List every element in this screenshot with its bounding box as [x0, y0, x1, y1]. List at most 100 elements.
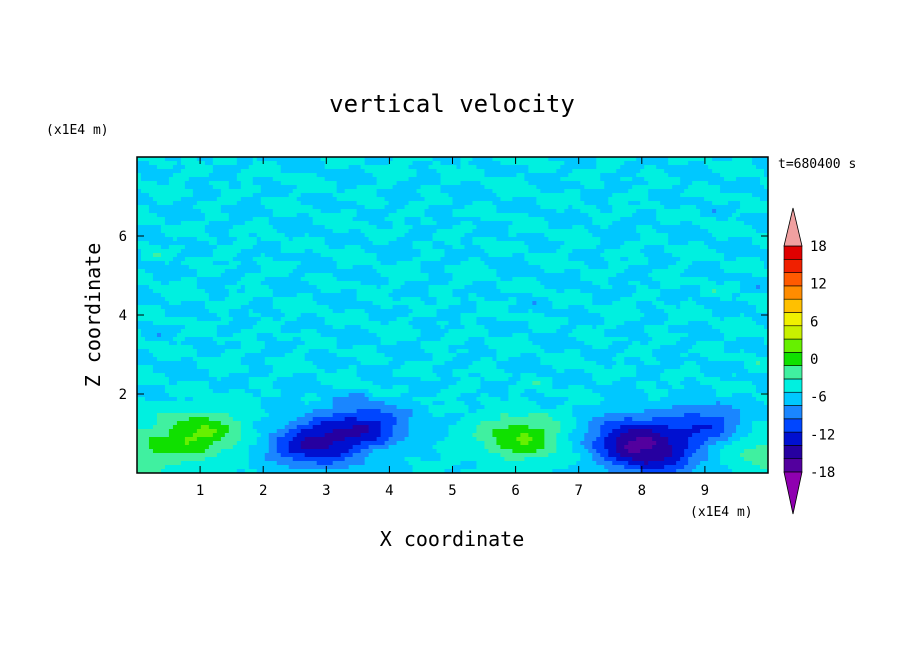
field-cell	[708, 241, 713, 246]
field-cell	[692, 157, 697, 162]
field-cell	[656, 165, 661, 170]
field-cell	[604, 225, 609, 230]
field-cell	[572, 181, 577, 186]
field-cell	[256, 269, 262, 274]
field-cell	[308, 185, 314, 190]
field-cell	[456, 241, 462, 246]
field-cell	[140, 245, 146, 250]
field-cell	[464, 221, 470, 226]
field-cell	[732, 189, 737, 194]
field-cell	[688, 249, 693, 254]
field-cell	[196, 197, 202, 202]
field-cell	[168, 217, 174, 222]
field-cell	[728, 165, 733, 170]
field-cell	[192, 197, 198, 202]
field-cell	[612, 177, 617, 182]
field-cell	[432, 169, 438, 174]
field-cell	[336, 229, 342, 234]
field-cell	[376, 221, 382, 226]
field-cell	[692, 213, 697, 218]
field-cell	[376, 161, 382, 166]
field-cell	[728, 237, 733, 242]
field-cell	[372, 181, 378, 186]
field-cell	[636, 221, 641, 226]
field-cell	[272, 261, 278, 266]
field-cell	[660, 249, 665, 254]
field-cell	[628, 165, 633, 170]
field-cell	[732, 157, 737, 162]
field-cell	[260, 189, 266, 194]
field-cell	[712, 201, 717, 206]
field-cell	[216, 157, 222, 162]
field-cell	[216, 193, 222, 198]
field-cell	[676, 253, 681, 258]
field-cell	[616, 257, 621, 262]
field-cell	[548, 245, 553, 250]
field-cell	[728, 201, 733, 206]
field-cell	[248, 257, 254, 262]
field-cell	[696, 213, 701, 218]
field-cell	[612, 189, 617, 194]
field-cell	[248, 277, 254, 282]
field-cell	[220, 189, 226, 194]
field-cell	[300, 193, 306, 198]
field-cell	[680, 185, 685, 190]
field-cell	[412, 181, 418, 186]
field-cell	[712, 265, 717, 270]
field-cell	[708, 277, 713, 282]
field-cell	[528, 193, 533, 198]
field-cell	[236, 269, 242, 274]
field-cell	[736, 165, 741, 170]
field-cell	[460, 201, 466, 206]
field-cell	[408, 273, 414, 278]
field-cell	[172, 225, 178, 230]
field-cell	[324, 205, 330, 210]
field-cell	[508, 237, 513, 242]
field-cell	[288, 209, 294, 214]
field-cell	[388, 189, 394, 194]
field-cell	[240, 225, 246, 230]
field-cell	[344, 245, 350, 250]
field-cell	[484, 173, 490, 178]
field-cell	[764, 177, 768, 182]
field-cell	[580, 197, 585, 202]
field-cell	[564, 245, 569, 250]
field-cell	[520, 245, 525, 250]
field-cell	[164, 225, 170, 230]
field-cell	[708, 181, 713, 186]
field-cell	[644, 177, 649, 182]
field-cell	[384, 165, 390, 170]
field-cell	[276, 265, 282, 270]
field-cell	[460, 237, 466, 242]
field-cell	[372, 241, 378, 246]
field-cell	[512, 269, 517, 274]
field-cell	[636, 269, 641, 274]
field-cell	[428, 177, 434, 182]
field-cell	[756, 225, 761, 230]
field-cell	[224, 269, 230, 274]
field-cell	[728, 265, 733, 270]
field-cell	[156, 261, 162, 266]
field-cell	[636, 261, 641, 266]
field-cell	[316, 233, 322, 238]
field-cell	[260, 277, 266, 282]
field-cell	[452, 193, 458, 198]
field-cell	[340, 173, 346, 178]
field-cell	[720, 169, 725, 174]
field-cell	[184, 209, 190, 214]
field-cell	[288, 249, 294, 254]
field-cell	[392, 209, 398, 214]
field-cell	[184, 185, 190, 190]
field-cell	[700, 177, 705, 182]
field-cell	[336, 189, 342, 194]
field-cell	[160, 189, 166, 194]
field-cell	[316, 245, 322, 250]
field-cell	[568, 237, 573, 242]
field-cell	[348, 253, 354, 258]
field-cell	[656, 157, 661, 162]
field-cell	[416, 277, 422, 282]
field-cell	[304, 201, 310, 206]
field-cell	[512, 213, 517, 218]
field-cell	[140, 157, 146, 162]
field-cell	[244, 157, 250, 162]
